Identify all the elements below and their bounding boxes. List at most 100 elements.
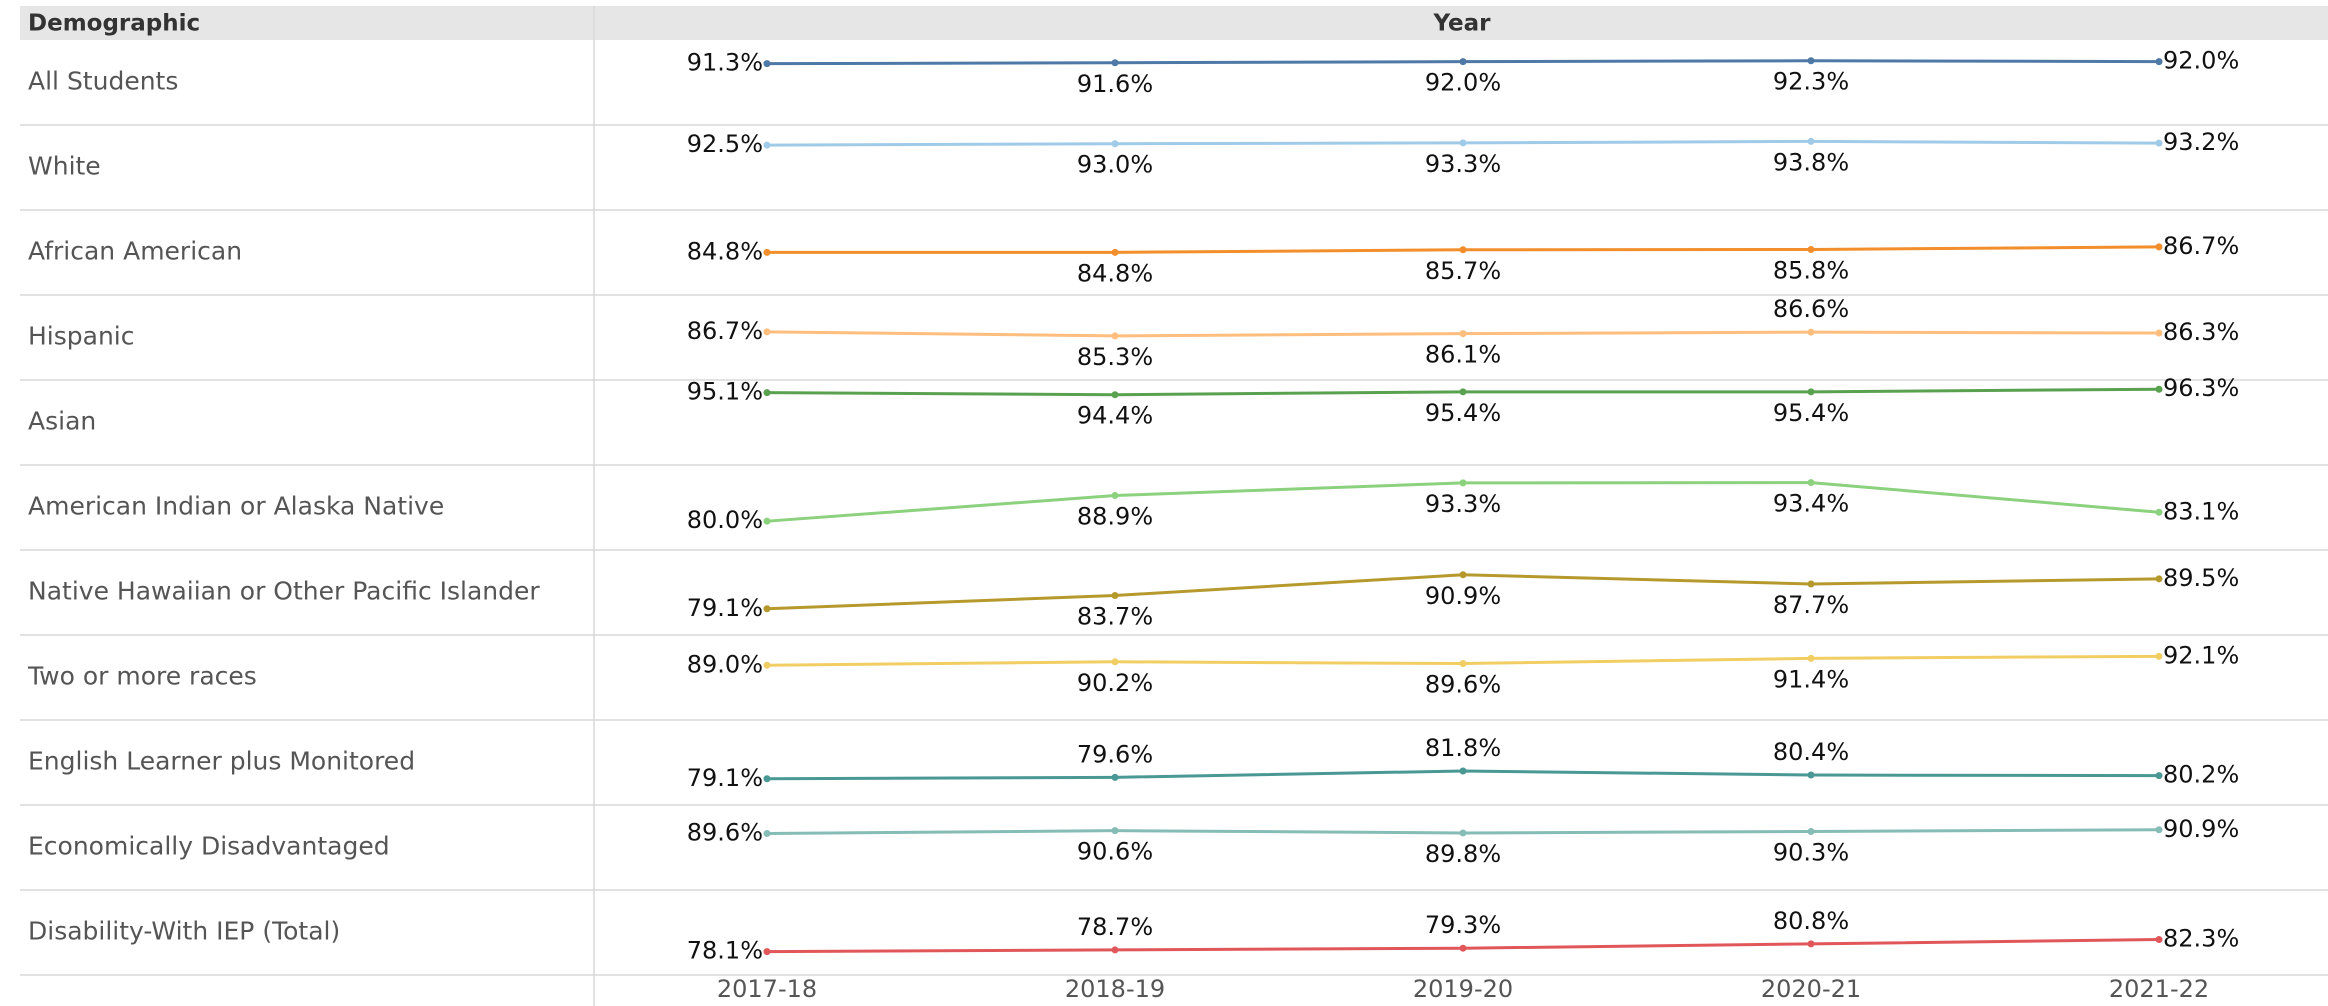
- data-point: [1459, 829, 1467, 837]
- data-point: [1111, 946, 1119, 954]
- value-label: 89.6%: [687, 819, 763, 847]
- data-point: [1807, 388, 1815, 396]
- row-header: Demographic: [28, 11, 200, 37]
- row-label: Native Hawaiian or Other Pacific Islande…: [28, 577, 540, 606]
- value-label: 78.1%: [687, 937, 763, 965]
- value-label: 95.4%: [1425, 399, 1501, 427]
- data-point: [1111, 248, 1119, 256]
- value-label: 91.6%: [1077, 70, 1153, 98]
- row-label: Asian: [28, 407, 96, 436]
- value-label: 83.7%: [1077, 603, 1153, 631]
- data-point: [763, 605, 771, 613]
- value-label: 84.8%: [687, 237, 763, 265]
- data-point: [1807, 57, 1815, 65]
- data-point: [2155, 575, 2163, 583]
- row-label: Hispanic: [28, 322, 135, 351]
- x-tick-label: 2019-20: [1413, 975, 1513, 1003]
- data-point: [1807, 245, 1815, 253]
- data-point: [2155, 936, 2163, 944]
- value-label: 83.1%: [2163, 497, 2239, 525]
- data-point: [1459, 767, 1467, 775]
- data-point: [1459, 330, 1467, 338]
- data-point: [2155, 772, 2163, 780]
- value-label: 79.1%: [687, 594, 763, 622]
- data-point: [1459, 660, 1467, 668]
- data-point: [1459, 246, 1467, 254]
- data-point: [1807, 580, 1815, 588]
- data-point: [1807, 654, 1815, 662]
- value-label: 86.1%: [1425, 341, 1501, 369]
- data-point: [1111, 492, 1119, 500]
- data-point: [763, 830, 771, 838]
- value-label: 87.7%: [1773, 591, 1849, 619]
- value-label: 81.8%: [1425, 734, 1501, 762]
- value-label: 93.4%: [1773, 490, 1849, 518]
- data-point: [2155, 652, 2163, 660]
- row-label: Economically Disadvantaged: [28, 832, 390, 861]
- value-label: 91.3%: [687, 49, 763, 77]
- data-point: [1459, 139, 1467, 147]
- data-point: [1111, 332, 1119, 340]
- data-point: [2155, 826, 2163, 834]
- value-label: 90.9%: [2163, 815, 2239, 843]
- data-point: [1459, 944, 1467, 952]
- data-point: [763, 248, 771, 256]
- value-label: 95.4%: [1773, 399, 1849, 427]
- data-point: [1459, 388, 1467, 396]
- value-label: 86.7%: [687, 317, 763, 345]
- x-tick-label: 2020-21: [1761, 975, 1861, 1003]
- value-label: 80.0%: [687, 506, 763, 534]
- value-label: 80.4%: [1773, 738, 1849, 766]
- value-label: 84.8%: [1077, 259, 1153, 287]
- row-label: English Learner plus Monitored: [28, 747, 415, 776]
- data-point: [763, 141, 771, 149]
- value-label: 92.0%: [1425, 69, 1501, 97]
- value-label: 89.5%: [2163, 564, 2239, 592]
- data-point: [1111, 827, 1119, 835]
- data-point: [1111, 140, 1119, 148]
- data-point: [2155, 385, 2163, 393]
- data-point: [763, 775, 771, 783]
- value-label: 92.0%: [2163, 47, 2239, 75]
- x-tick-label: 2017-18: [717, 975, 817, 1003]
- data-point: [763, 948, 771, 956]
- data-point: [763, 389, 771, 397]
- x-tick-label: 2021-22: [2109, 975, 2209, 1003]
- value-label: 85.3%: [1077, 343, 1153, 371]
- row-label: All Students: [28, 67, 178, 96]
- value-label: 85.7%: [1425, 257, 1501, 285]
- data-point: [1807, 828, 1815, 836]
- value-label: 90.6%: [1077, 838, 1153, 866]
- row-label: African American: [28, 237, 242, 266]
- data-point: [763, 517, 771, 525]
- data-point: [1807, 328, 1815, 336]
- value-label: 82.3%: [2163, 925, 2239, 953]
- value-label: 94.4%: [1077, 402, 1153, 430]
- row-label: Disability-With IEP (Total): [28, 917, 340, 946]
- data-point: [2155, 508, 2163, 516]
- value-label: 93.3%: [1425, 490, 1501, 518]
- value-label: 95.1%: [687, 378, 763, 406]
- value-label: 88.9%: [1077, 503, 1153, 531]
- data-point: [1459, 571, 1467, 579]
- value-label: 85.8%: [1773, 256, 1849, 284]
- value-label: 93.3%: [1425, 150, 1501, 178]
- value-label: 91.4%: [1773, 665, 1849, 693]
- x-tick-label: 2018-19: [1065, 975, 1165, 1003]
- data-point: [763, 661, 771, 669]
- value-label: 89.0%: [687, 650, 763, 678]
- row-label: American Indian or Alaska Native: [28, 492, 444, 521]
- data-point: [1111, 592, 1119, 600]
- data-point: [2155, 329, 2163, 337]
- data-point: [1111, 59, 1119, 67]
- data-point: [763, 60, 771, 68]
- data-point: [1807, 940, 1815, 948]
- column-header: Year: [1432, 11, 1491, 37]
- value-label: 92.1%: [2163, 641, 2239, 669]
- row-label: White: [28, 152, 101, 181]
- value-label: 90.3%: [1773, 839, 1849, 867]
- value-label: 86.6%: [1773, 295, 1849, 323]
- data-point: [1111, 391, 1119, 399]
- value-label: 90.2%: [1077, 669, 1153, 697]
